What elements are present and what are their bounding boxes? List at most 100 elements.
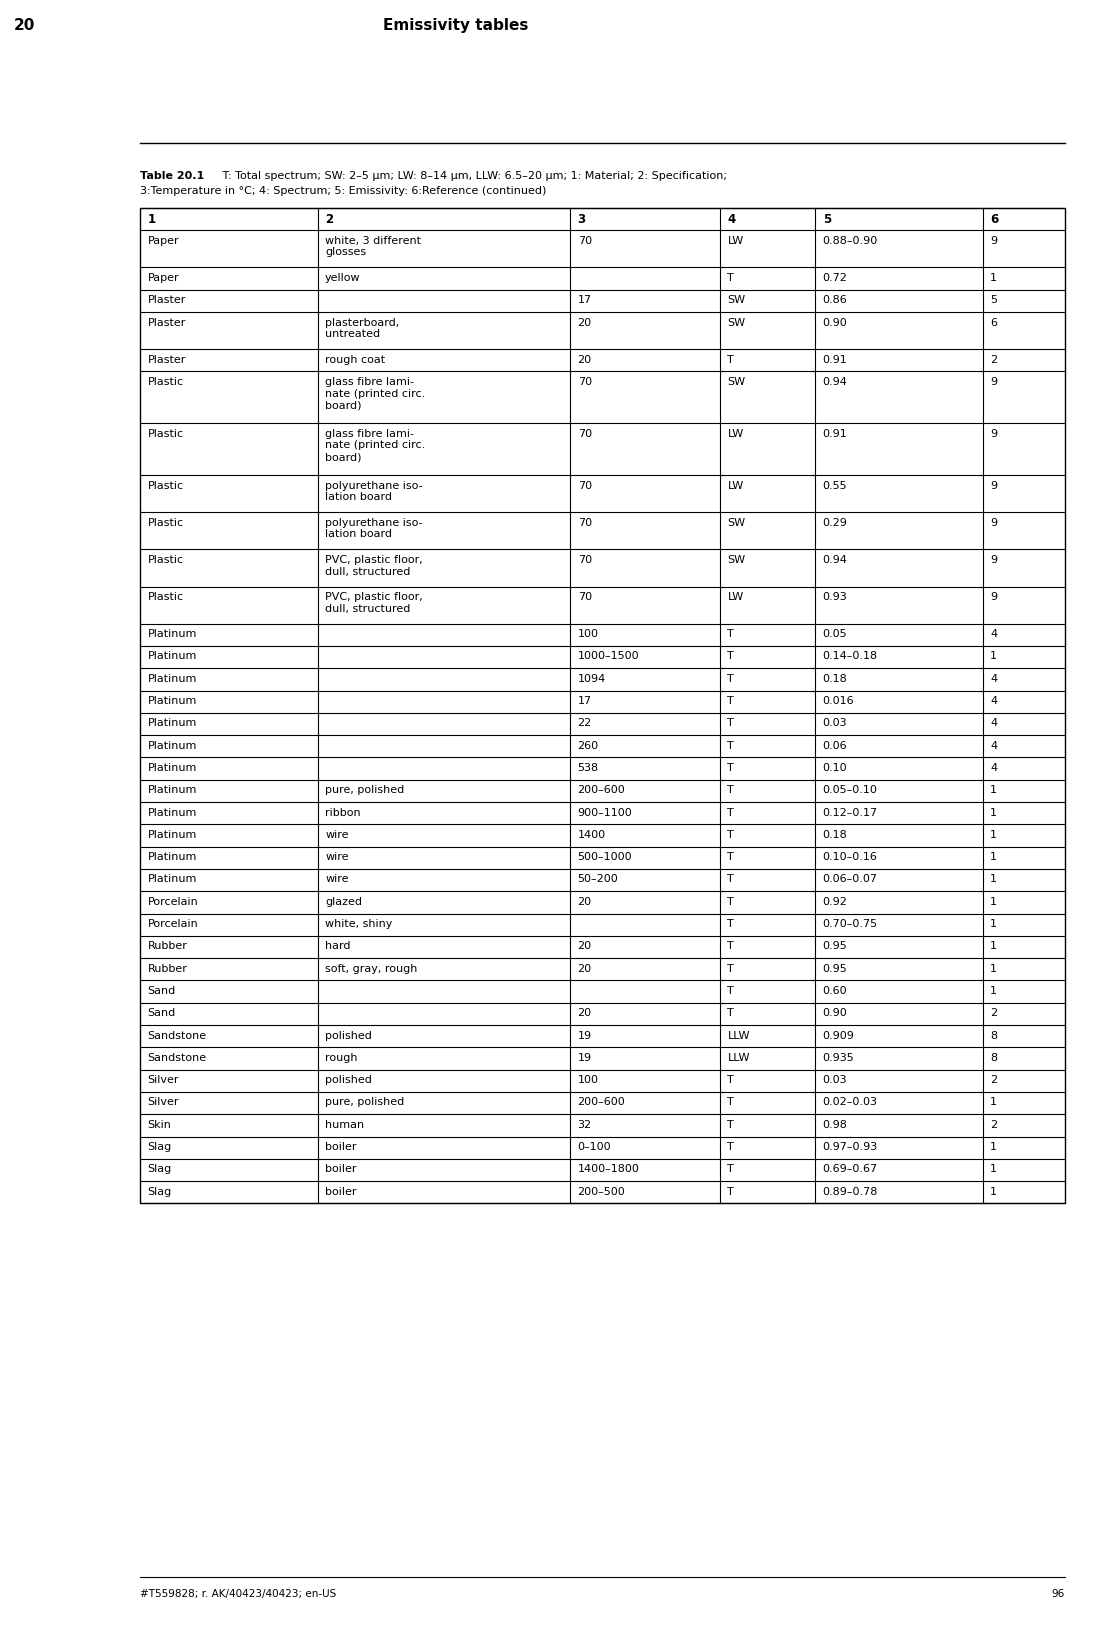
- Text: LW: LW: [728, 235, 744, 245]
- Text: T: T: [728, 718, 734, 728]
- Text: #T559828; r. AK/40423/40423; en-US: #T559828; r. AK/40423/40423; en-US: [140, 1589, 336, 1599]
- Text: T: T: [728, 896, 734, 907]
- Text: SW: SW: [728, 378, 745, 387]
- Text: 8: 8: [990, 1053, 997, 1063]
- Text: Emissivity tables: Emissivity tables: [383, 18, 528, 33]
- Text: 2: 2: [990, 1009, 997, 1019]
- Text: 1: 1: [990, 919, 997, 929]
- Text: SW: SW: [728, 554, 745, 566]
- Text: wire: wire: [326, 875, 349, 885]
- Text: 900–1100: 900–1100: [578, 808, 632, 818]
- Text: Plastic: Plastic: [148, 518, 184, 528]
- Text: 0.91: 0.91: [823, 355, 847, 365]
- Text: LW: LW: [728, 481, 744, 490]
- Text: 100: 100: [578, 1076, 598, 1086]
- Text: Platinum: Platinum: [148, 697, 197, 706]
- Text: SW: SW: [728, 317, 745, 327]
- Text: 1: 1: [990, 1141, 997, 1153]
- Text: 9: 9: [990, 235, 997, 245]
- Text: 4: 4: [990, 718, 997, 728]
- Text: 0.91: 0.91: [823, 428, 847, 438]
- Text: 50–200: 50–200: [578, 875, 618, 885]
- Text: Platinum: Platinum: [148, 785, 197, 795]
- Text: T: T: [728, 674, 734, 683]
- Text: Sand: Sand: [148, 986, 175, 996]
- Text: 1: 1: [148, 214, 156, 227]
- Text: 70: 70: [578, 378, 592, 387]
- Text: 1: 1: [990, 852, 997, 862]
- Text: 1: 1: [990, 1097, 997, 1107]
- Text: Sandstone: Sandstone: [148, 1053, 207, 1063]
- Text: 20: 20: [578, 317, 592, 327]
- Text: 0.935: 0.935: [823, 1053, 855, 1063]
- Text: 1: 1: [990, 1164, 997, 1174]
- Text: 0.14–0.18: 0.14–0.18: [823, 651, 878, 662]
- Text: 5: 5: [823, 214, 831, 227]
- Text: T: T: [728, 1120, 734, 1130]
- Text: 100: 100: [578, 629, 598, 639]
- Text: 19: 19: [578, 1030, 592, 1040]
- Text: 0.60: 0.60: [823, 986, 847, 996]
- Text: 0.016: 0.016: [823, 697, 855, 706]
- Text: T: T: [728, 741, 734, 750]
- Text: 70: 70: [578, 481, 592, 490]
- Text: LLW: LLW: [728, 1030, 750, 1040]
- Text: T: T: [728, 986, 734, 996]
- Text: glass fibre lami-
nate (printed circ.
board): glass fibre lami- nate (printed circ. bo…: [326, 428, 425, 463]
- Text: Plaster: Plaster: [148, 296, 186, 306]
- Text: 0.86: 0.86: [823, 296, 847, 306]
- Text: T: T: [728, 963, 734, 973]
- Text: 0.909: 0.909: [823, 1030, 855, 1040]
- Text: T: T: [728, 852, 734, 862]
- Text: T: T: [728, 651, 734, 662]
- Text: T: T: [728, 1187, 734, 1197]
- Text: 20: 20: [14, 18, 35, 33]
- Text: 1: 1: [990, 273, 997, 283]
- Text: 200–500: 200–500: [578, 1187, 626, 1197]
- Text: Paper: Paper: [148, 273, 179, 283]
- Text: Platinum: Platinum: [148, 831, 197, 840]
- Text: Platinum: Platinum: [148, 629, 197, 639]
- Text: pure, polished: pure, polished: [326, 1097, 404, 1107]
- Text: 2: 2: [990, 1076, 997, 1086]
- Text: human: human: [326, 1120, 364, 1130]
- Text: 19: 19: [578, 1053, 592, 1063]
- Text: 4: 4: [990, 674, 997, 683]
- Text: 20: 20: [578, 355, 592, 365]
- Text: 1: 1: [990, 785, 997, 795]
- Text: 538: 538: [578, 764, 598, 773]
- Text: 1: 1: [990, 651, 997, 662]
- Text: T: T: [728, 629, 734, 639]
- Text: 20: 20: [578, 942, 592, 952]
- Text: T: Total spectrum; SW: 2–5 µm; LW: 8–14 µm, LLW: 6.5–20 µm; 1: Material; 2: Spec: T: Total spectrum; SW: 2–5 µm; LW: 8–14 …: [212, 172, 727, 181]
- Text: 1: 1: [990, 831, 997, 840]
- Text: 200–600: 200–600: [578, 1097, 626, 1107]
- Text: 0.93: 0.93: [823, 592, 847, 602]
- Text: Plastic: Plastic: [148, 592, 184, 602]
- Text: T: T: [728, 1164, 734, 1174]
- Text: Porcelain: Porcelain: [148, 896, 198, 907]
- Text: white, 3 different
glosses: white, 3 different glosses: [326, 235, 421, 257]
- Text: 0.94: 0.94: [823, 554, 847, 566]
- Text: 0.72: 0.72: [823, 273, 847, 283]
- Text: 0.55: 0.55: [823, 481, 847, 490]
- Text: 4: 4: [990, 741, 997, 750]
- Text: Platinum: Platinum: [148, 651, 197, 662]
- Text: 20: 20: [578, 896, 592, 907]
- Text: 1094: 1094: [578, 674, 606, 683]
- Text: 0.29: 0.29: [823, 518, 847, 528]
- Text: wire: wire: [326, 831, 349, 840]
- Text: 260: 260: [578, 741, 598, 750]
- Text: hard: hard: [326, 942, 351, 952]
- Text: T: T: [728, 942, 734, 952]
- Text: 70: 70: [578, 592, 592, 602]
- Text: T: T: [728, 831, 734, 840]
- Text: 17: 17: [578, 697, 592, 706]
- Text: plasterboard,
untreated: plasterboard, untreated: [326, 317, 399, 338]
- Text: 0.10–0.16: 0.10–0.16: [823, 852, 878, 862]
- Text: Silver: Silver: [148, 1076, 179, 1086]
- Text: 0.70–0.75: 0.70–0.75: [823, 919, 878, 929]
- Text: 1000–1500: 1000–1500: [578, 651, 639, 662]
- Text: 0–100: 0–100: [578, 1141, 612, 1153]
- Text: glazed: glazed: [326, 896, 362, 907]
